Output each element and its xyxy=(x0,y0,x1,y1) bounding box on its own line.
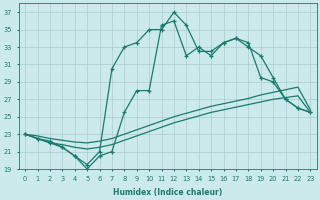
X-axis label: Humidex (Indice chaleur): Humidex (Indice chaleur) xyxy=(113,188,222,197)
